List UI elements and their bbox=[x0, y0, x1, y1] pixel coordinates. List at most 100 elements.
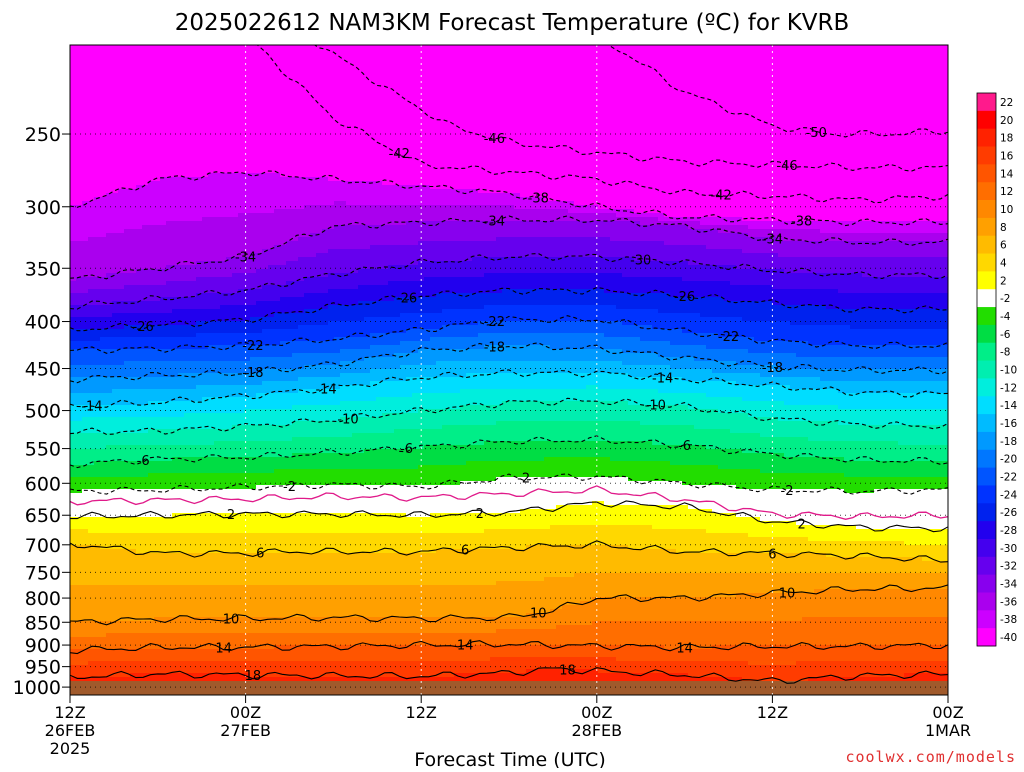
colorbar-label: 10 bbox=[1000, 204, 1013, 216]
y-tick-label: 300 bbox=[25, 197, 61, 219]
colorbar-swatch bbox=[977, 503, 996, 521]
contour-label: 6 bbox=[256, 547, 264, 562]
colorbar-swatch bbox=[977, 289, 996, 307]
colorbar-swatch bbox=[977, 271, 996, 289]
contour-label: 14 bbox=[676, 641, 693, 656]
colorbar-swatch bbox=[977, 557, 996, 575]
colorbar-label: -38 bbox=[1000, 614, 1017, 626]
x-tick-label: 12Z bbox=[757, 703, 788, 722]
colorbar-label: -26 bbox=[1000, 507, 1017, 519]
y-tick-label: 700 bbox=[25, 535, 61, 557]
colorbar-label: 2 bbox=[1000, 275, 1007, 287]
colorbar-swatch bbox=[977, 254, 996, 272]
contour-label: -22 bbox=[718, 330, 739, 345]
contour-label: -34 bbox=[235, 251, 256, 266]
colorbar-label: 14 bbox=[1000, 168, 1014, 180]
ground-band bbox=[70, 681, 948, 695]
x-tick-label: 12Z bbox=[54, 703, 85, 722]
contour-label: -18 bbox=[242, 366, 263, 381]
colorbar-swatch bbox=[977, 592, 996, 610]
colorbar-swatch bbox=[977, 539, 996, 557]
colorbar-label: -36 bbox=[1000, 596, 1017, 608]
contour-label: -26 bbox=[674, 290, 695, 305]
colorbar-swatch bbox=[977, 396, 996, 414]
colorbar-label: -8 bbox=[1000, 347, 1010, 359]
colorbar-swatch bbox=[977, 218, 996, 236]
contour-label: -38 bbox=[528, 192, 549, 207]
contour-label: -2 bbox=[283, 480, 296, 495]
y-tick-label: 900 bbox=[25, 635, 61, 657]
x-tick-label: 28FEB bbox=[571, 721, 622, 740]
y-tick-label: 850 bbox=[25, 612, 61, 634]
contour-label: -14 bbox=[315, 382, 336, 397]
y-axis: 2503003504004505005506006507007508008509… bbox=[13, 124, 70, 699]
colorbar-swatch bbox=[977, 575, 996, 593]
colorbar-label: -32 bbox=[1000, 561, 1017, 573]
colorbar-label: -20 bbox=[1000, 454, 1017, 466]
colorbar-label: -18 bbox=[1000, 436, 1017, 448]
contour-label: -10 bbox=[645, 399, 666, 414]
colorbar-swatch bbox=[977, 414, 996, 432]
colorbar-swatch bbox=[977, 325, 996, 343]
contour-label: -42 bbox=[711, 188, 732, 203]
colorbar-swatch bbox=[977, 361, 996, 379]
x-tick-label: 2025 bbox=[50, 739, 91, 758]
colorbar-swatch bbox=[977, 343, 996, 361]
contour-label: -6 bbox=[678, 439, 691, 454]
colorbar-swatch bbox=[977, 111, 996, 129]
colorbar-label: -24 bbox=[1000, 489, 1017, 501]
contour-label: 18 bbox=[245, 669, 262, 684]
contour-label: -46 bbox=[484, 132, 505, 147]
contour-label: -14 bbox=[81, 400, 102, 415]
contour-label: 10 bbox=[779, 586, 796, 601]
x-tick-label: 00Z bbox=[932, 703, 963, 722]
contour-label: -22 bbox=[242, 339, 263, 354]
colorbar-label: 22 bbox=[1000, 97, 1013, 109]
colorbar-label: -34 bbox=[1000, 579, 1017, 591]
contour-label: -10 bbox=[337, 412, 358, 427]
colorbar-label: -14 bbox=[1000, 400, 1017, 412]
contour-label: 2 bbox=[227, 508, 235, 523]
colorbar-label: -16 bbox=[1000, 418, 1017, 430]
contour-label: -6 bbox=[137, 454, 150, 469]
y-tick-label: 350 bbox=[25, 258, 61, 280]
contour-label: -38 bbox=[791, 215, 812, 230]
y-tick-label: 1000 bbox=[13, 677, 61, 699]
colorbar-label: -10 bbox=[1000, 365, 1017, 377]
contour-label: 6 bbox=[768, 547, 776, 562]
colorbar-label: 20 bbox=[1000, 115, 1013, 127]
y-tick-label: 600 bbox=[25, 473, 61, 495]
x-tick-label: 26FEB bbox=[45, 721, 96, 740]
contour-label: 18 bbox=[559, 663, 576, 678]
contour-label: -34 bbox=[484, 214, 505, 229]
contour-label: -50 bbox=[806, 126, 827, 141]
contour-label: 10 bbox=[223, 613, 240, 628]
colorbar-label: 18 bbox=[1000, 133, 1013, 145]
x-tick-label: 12Z bbox=[406, 703, 437, 722]
colorbar-swatch bbox=[977, 200, 996, 218]
colorbar-swatch bbox=[977, 521, 996, 539]
contour-label: -34 bbox=[762, 233, 783, 248]
source-credit: coolwx.com/models bbox=[845, 748, 1016, 766]
colorbar-label: 6 bbox=[1000, 240, 1007, 252]
y-tick-label: 750 bbox=[25, 562, 61, 584]
contour-label: -26 bbox=[133, 320, 154, 335]
colorbar-label: -28 bbox=[1000, 525, 1017, 537]
colorbar-label: 16 bbox=[1000, 150, 1014, 162]
contour-label: -30 bbox=[630, 254, 651, 269]
contour-label: -18 bbox=[762, 361, 783, 376]
contour-label: -18 bbox=[484, 341, 505, 356]
colorbar-label: -30 bbox=[1000, 543, 1017, 555]
colorbar-swatch bbox=[977, 432, 996, 450]
colorbar-swatch bbox=[977, 628, 996, 646]
contour-label: -2 bbox=[781, 484, 794, 499]
y-tick-label: 950 bbox=[25, 657, 61, 679]
colorbar-label: 12 bbox=[1000, 186, 1013, 198]
y-tick-label: 800 bbox=[25, 588, 61, 610]
colorbar-swatch bbox=[977, 485, 996, 503]
contour-label: 2 bbox=[798, 517, 806, 532]
colorbar-label: -12 bbox=[1000, 382, 1017, 394]
colorbar-swatch bbox=[977, 378, 996, 396]
